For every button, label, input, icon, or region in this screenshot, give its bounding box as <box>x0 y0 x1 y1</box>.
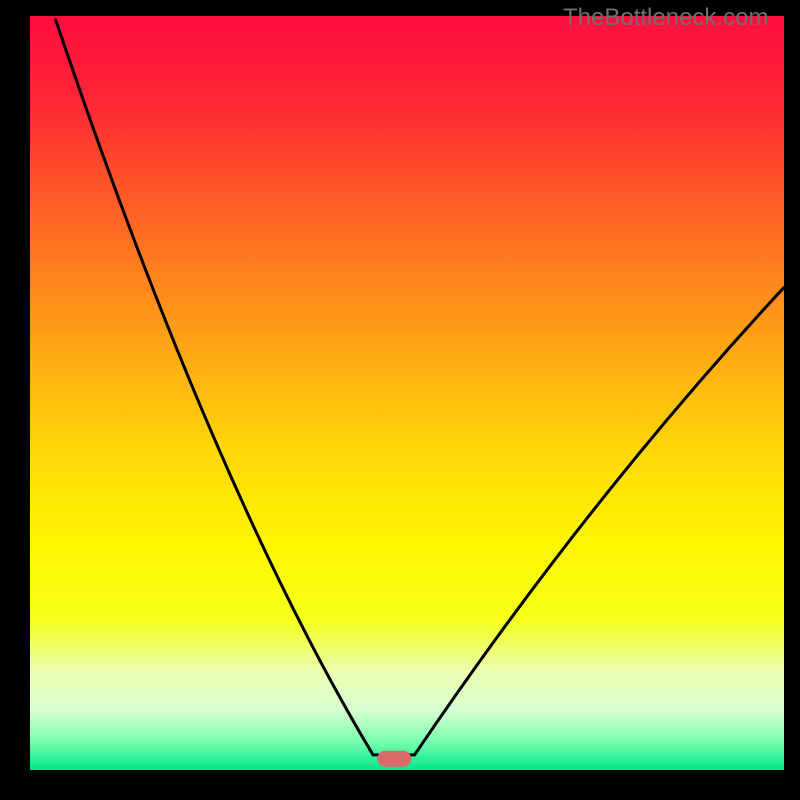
valley-marker <box>377 751 411 767</box>
chart-stage: TheBottleneck.com <box>0 0 800 800</box>
watermark-text: TheBottleneck.com <box>563 4 768 32</box>
chart-svg <box>0 0 800 800</box>
plot-background <box>30 16 784 770</box>
